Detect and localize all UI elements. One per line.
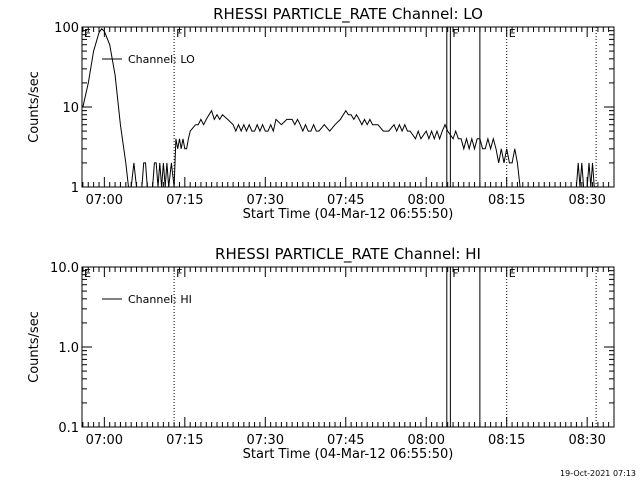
y-tick-label: 0.1 — [58, 421, 79, 436]
x-tick-label: 07:30 — [247, 433, 284, 448]
x-tick-label: 07:45 — [327, 193, 364, 208]
x-tick-label: 08:00 — [408, 193, 445, 208]
event-marker-label: F — [452, 267, 458, 280]
legend-label: Channel: LO — [128, 53, 195, 66]
chart-title: RHESSI PARTICLE_RATE Channel: HI — [215, 245, 481, 264]
y-axis-label: Counts/sec — [27, 311, 42, 383]
event-marker-label: E — [84, 27, 91, 40]
y-tick-label: 100 — [54, 21, 79, 36]
chart-title: RHESSI PARTICLE_RATE Channel: LO — [213, 5, 483, 24]
event-marker-label: E — [84, 267, 91, 280]
x-tick-label: 08:15 — [488, 433, 525, 448]
x-tick-label: 07:15 — [166, 433, 203, 448]
event-marker-label: F — [452, 27, 458, 40]
x-tick-label: 07:00 — [86, 433, 123, 448]
x-tick-label: 07:30 — [247, 193, 284, 208]
x-tick-label: 07:15 — [166, 193, 203, 208]
x-tick-label: 08:00 — [408, 433, 445, 448]
y-tick-label: 1 — [71, 181, 79, 196]
plot-frame — [81, 26, 615, 188]
event-marker-label: F — [176, 267, 182, 280]
event-marker-label: E — [509, 27, 516, 40]
event-marker-label: F — [176, 27, 182, 40]
x-axis-label: Start Time (04-Mar-12 06:55:50) — [243, 207, 454, 222]
y-tick-label: 1.0 — [58, 341, 79, 356]
x-tick-label: 08:30 — [568, 193, 605, 208]
x-tick-label: 08:30 — [568, 433, 605, 448]
y-axis-label: Counts/sec — [27, 71, 42, 143]
hi-channel-panel: RHESSI PARTICLE_RATE Channel: HI 0.1 1.0 10… — [27, 245, 615, 462]
x-tick-label: 07:45 — [327, 433, 364, 448]
y-tick-label: 10.0 — [50, 261, 79, 276]
y-tick-label: 10 — [62, 101, 79, 116]
legend-label: Channel: HI — [128, 293, 192, 306]
x-tick-label: 08:15 — [488, 193, 525, 208]
plot-frame — [81, 266, 615, 428]
data-series-line — [82, 28, 595, 188]
lo-channel-panel: RHESSI PARTICLE_RATE Channel: LO 1 10 100 07… — [27, 5, 615, 222]
x-axis-label: Start Time (04-Mar-12 06:55:50) — [243, 447, 454, 462]
event-marker-label: E — [509, 267, 516, 280]
x-tick-label: 07:00 — [86, 193, 123, 208]
footer-timestamp: 19-Oct-2021 07:13 — [560, 469, 636, 478]
